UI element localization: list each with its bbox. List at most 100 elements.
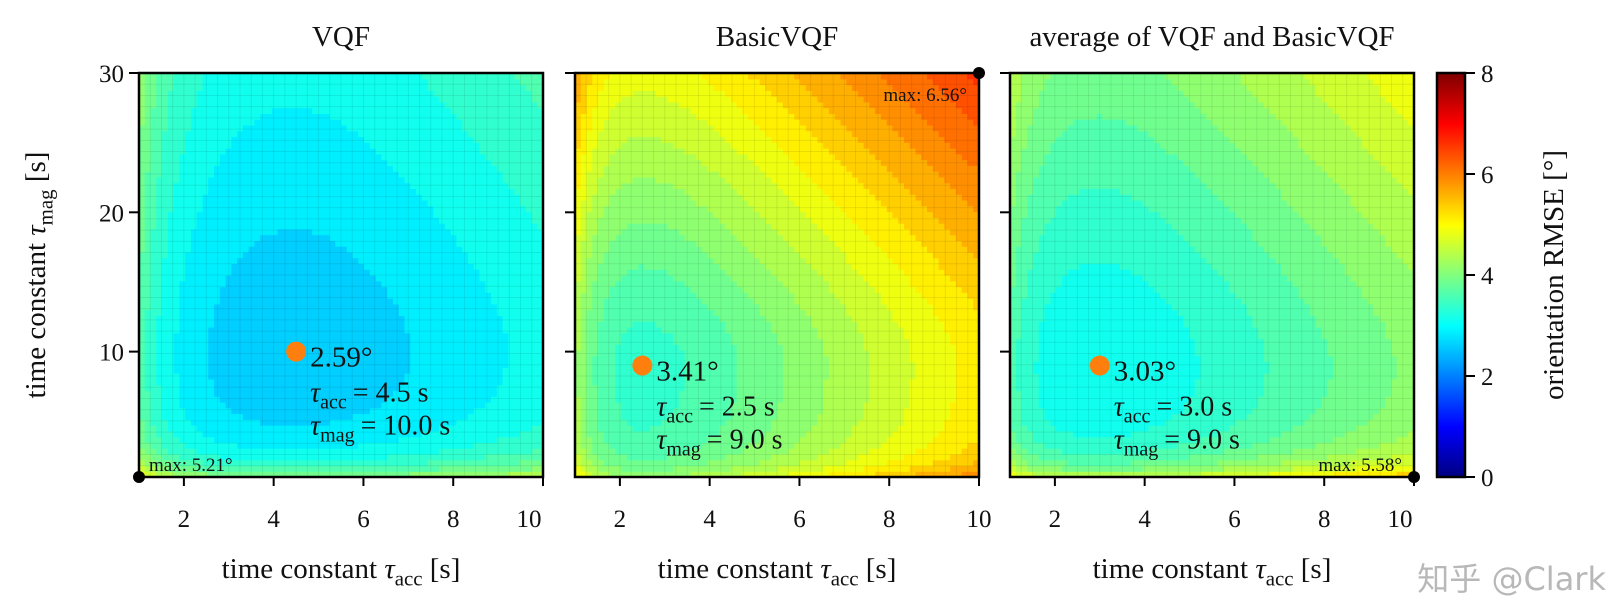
heatmap-cell [265,332,273,340]
heatmap-cell [219,73,227,80]
heatmap-cell [525,188,533,195]
heatmap-cell [433,136,440,143]
heatmap-cell [202,73,209,80]
heatmap-cell [214,90,221,97]
heatmap-cell [219,246,227,253]
heatmap-cell [283,384,290,392]
heatmap-cell [364,153,371,161]
heatmap-cell [265,73,273,80]
heatmap-cell [260,136,267,143]
heatmap-cell [202,465,209,472]
heatmap-cell [312,263,319,270]
heatmap-cell [352,96,359,103]
heatmap-cell [167,471,175,478]
heatmap-cell [150,315,157,322]
heatmap-cell [265,142,273,149]
heatmap-cell [404,199,411,207]
heatmap-cell [479,344,486,351]
heatmap-cell [162,315,169,322]
heatmap-cell [473,188,481,195]
heatmap-cell [479,309,486,316]
heatmap-cell [225,407,232,415]
heatmap-cell [231,407,238,415]
heatmap-cell [294,338,302,345]
heatmap-cell [162,101,169,109]
heatmap-cell [341,199,348,207]
heatmap-cell [237,84,244,91]
heatmap-cell [306,373,313,380]
heatmap-cell [277,326,284,334]
heatmap-cell [300,436,307,443]
heatmap-cell [185,471,192,478]
heatmap-cell [514,113,521,120]
heatmap-cell [485,257,492,265]
heatmap-cell [248,459,256,467]
heatmap-cell [444,465,452,472]
heatmap-cell [225,390,232,397]
heatmap-cell [231,211,238,218]
heatmap-cell [491,96,498,103]
heatmap-cell [277,194,284,201]
heatmap-cell [410,165,417,172]
heatmap-cell [369,119,377,126]
heatmap-cell [254,119,261,126]
heatmap-cell [150,384,157,392]
heatmap-cell [150,101,157,109]
heatmap-cell [369,142,377,149]
heatmap-cell [196,223,204,230]
heatmap-cell [289,136,296,143]
heatmap-cell [231,228,238,236]
heatmap-cell [265,246,273,253]
heatmap-cell [196,419,204,426]
heatmap-cell [450,194,458,201]
heatmap-cell [260,448,267,455]
heatmap-cell [473,124,481,132]
heatmap-cell [456,96,463,103]
heatmap-cell [467,298,475,305]
heatmap-cell [352,257,359,265]
heatmap-cell [473,275,481,282]
heatmap-cell [387,176,394,184]
heatmap-cell [179,142,186,149]
heatmap-cell [283,171,290,178]
heatmap-cell [167,119,175,126]
heatmap-cell [369,113,377,120]
heatmap-cell [144,84,152,91]
heatmap-cell [139,107,146,114]
heatmap-cell [514,326,521,334]
heatmap-cell [364,124,371,132]
heatmap-cell [421,223,429,230]
heatmap-cell [421,113,429,120]
heatmap-cell [294,96,302,103]
heatmap-cell [531,378,538,386]
heatmap-cell [271,188,279,195]
heatmap-cell [173,471,180,478]
heatmap-cell [277,425,284,432]
heatmap-cell [525,367,533,374]
heatmap-cell [185,332,192,340]
heatmap-cell [462,275,469,282]
heatmap-cell [341,211,348,218]
heatmap-cell [237,171,244,178]
heatmap-cell [271,199,279,207]
heatmap-cell [150,182,157,190]
heatmap-cell [456,355,463,363]
heatmap-cell [421,286,429,293]
heatmap-cell [364,448,371,455]
heatmap-cell [392,263,400,270]
heatmap-cell [150,355,157,363]
heatmap-cell [514,119,521,126]
heatmap-cell [242,361,250,368]
heatmap-cell [531,130,538,138]
heatmap-cell [485,84,492,91]
heatmap-cell [300,90,307,97]
heatmap-cell [421,101,429,109]
heatmap-cell [525,396,533,403]
heatmap-cell [341,194,348,201]
heatmap-cell [502,425,509,432]
heatmap-cell [214,199,221,207]
heatmap-cell [525,194,533,201]
heatmap-cell [294,390,302,397]
heatmap-cell [381,199,388,207]
heatmap-cell [387,199,394,207]
